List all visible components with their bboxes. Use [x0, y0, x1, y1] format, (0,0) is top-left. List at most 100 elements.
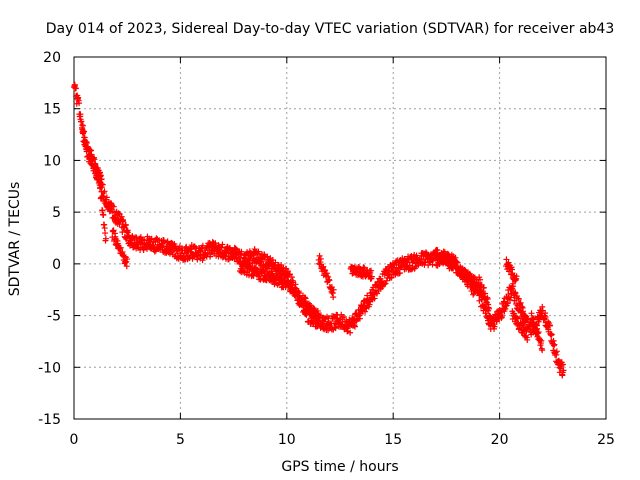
data-point: [534, 325, 541, 332]
data-point: [117, 244, 124, 251]
data-point: [532, 321, 539, 328]
data-point: [381, 281, 388, 288]
data-point: [486, 312, 493, 319]
data-point: [78, 118, 85, 125]
data-point: [315, 312, 322, 319]
data-point: [491, 323, 498, 330]
data-point: [538, 337, 545, 344]
x-axis-label: GPS time / hours: [281, 459, 398, 475]
data-point: [314, 307, 321, 314]
y-tick-label: -15: [38, 412, 61, 428]
y-axis-label: SDTVAR / TECUs: [7, 182, 23, 297]
data-point: [534, 330, 541, 337]
data-point: [485, 305, 492, 312]
data-point: [316, 252, 323, 259]
data-point: [295, 288, 302, 295]
data-point: [310, 305, 317, 312]
plot-frame: [73, 56, 607, 420]
data-point: [219, 241, 226, 248]
y-tick-label: 15: [43, 102, 61, 118]
data-point: [323, 270, 330, 277]
y-tick-label: 10: [43, 153, 61, 169]
x-tick-label: 20: [491, 432, 509, 448]
data-point: [330, 294, 337, 301]
data-point: [484, 295, 491, 302]
data-point: [222, 249, 229, 256]
data-point: [101, 225, 108, 232]
x-tick-label: 10: [278, 432, 296, 448]
data-point: [72, 85, 79, 92]
data-point: [493, 318, 500, 325]
data-point: [341, 313, 347, 320]
data-point: [351, 323, 358, 330]
data-point: [98, 194, 105, 201]
data-point: [207, 251, 214, 258]
data-point: [91, 156, 98, 163]
data-point: [382, 280, 389, 287]
data-point: [388, 274, 395, 281]
data-point: [244, 249, 251, 256]
x-tick-label: 25: [597, 432, 615, 448]
data-point: [530, 315, 537, 322]
data-point: [477, 276, 484, 283]
data-point: [520, 308, 527, 315]
data-point: [360, 264, 367, 271]
data-point: [356, 315, 363, 322]
data-point: [288, 281, 295, 288]
data-point: [168, 239, 175, 246]
data-point: [238, 248, 245, 255]
data-point: [302, 295, 309, 302]
data-point: [370, 291, 377, 298]
data-point: [497, 308, 504, 315]
data-point: [76, 100, 83, 107]
data-point: [513, 273, 520, 280]
data-point: [524, 336, 531, 343]
data-point: [301, 294, 308, 301]
data-point: [164, 238, 171, 245]
data-point: [517, 299, 524, 306]
data-point: [115, 210, 122, 217]
data-point: [122, 259, 129, 266]
data-point: [320, 263, 327, 270]
y-tick-label: -5: [47, 309, 61, 325]
axis-ticks: [73, 56, 607, 420]
data-point: [487, 313, 494, 320]
data-point: [124, 256, 131, 263]
data-point: [523, 327, 530, 334]
data-point: [368, 273, 375, 280]
data-point: [518, 303, 525, 310]
data-point: [499, 312, 506, 319]
data-point: [122, 221, 129, 228]
data-point: [326, 277, 333, 284]
chart-title: Day 014 of 2023, Sidereal Day-to-day VTE…: [46, 21, 615, 37]
data-point: [510, 283, 517, 290]
y-tick-label: 0: [52, 257, 61, 273]
data-point: [120, 217, 127, 224]
data-point: [81, 134, 88, 141]
data-point: [123, 263, 130, 270]
data-point: [535, 329, 542, 336]
data-point: [513, 292, 520, 299]
data-point: [500, 298, 507, 305]
data-point: [515, 296, 522, 303]
data-point: [158, 241, 165, 248]
data-point: [396, 269, 403, 276]
data-point: [553, 348, 560, 355]
y-tick-label: -10: [38, 360, 61, 376]
data-point: [97, 184, 104, 191]
data-point: [330, 286, 337, 293]
data-point: [101, 188, 108, 195]
data-point: [102, 235, 109, 242]
data-point: [368, 267, 375, 274]
data-point: [505, 259, 512, 266]
data-point: [77, 111, 84, 118]
data-point: [110, 203, 117, 210]
data-point: [528, 310, 535, 317]
data-point: [559, 361, 566, 368]
data-point: [80, 129, 87, 136]
data-point: [429, 261, 436, 268]
data-point: [288, 274, 295, 281]
data-point: [103, 194, 110, 201]
data-point: [512, 290, 519, 297]
data-point: [537, 336, 544, 343]
